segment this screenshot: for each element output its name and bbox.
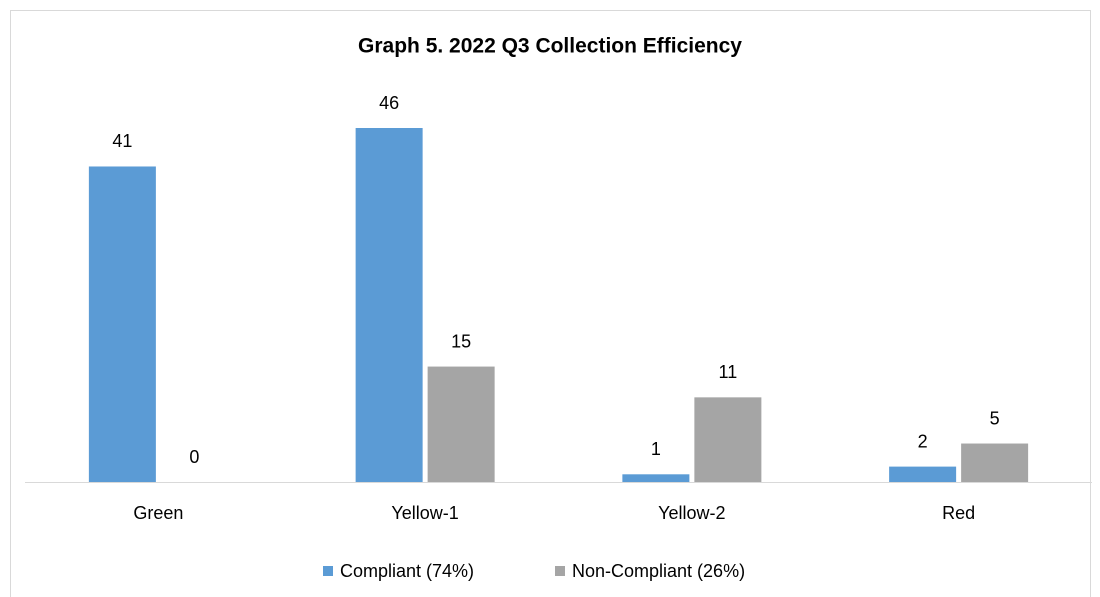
data-label: 41 — [112, 131, 132, 151]
x-tick-label: Green — [133, 503, 183, 523]
data-label: 5 — [990, 408, 1000, 428]
x-tick-label: Red — [942, 503, 975, 523]
x-tick-label: Yellow-2 — [658, 503, 725, 523]
legend-swatch — [555, 566, 565, 576]
data-label: 11 — [719, 362, 738, 382]
bar — [961, 443, 1029, 482]
data-label: 15 — [451, 331, 471, 351]
bar — [622, 474, 690, 482]
data-label: 46 — [379, 93, 399, 113]
data-label: 0 — [189, 447, 199, 467]
data-label: 1 — [651, 439, 661, 459]
chart-frame — [10, 10, 1091, 597]
legend-swatch — [323, 566, 333, 576]
bar — [694, 397, 762, 482]
data-label: 2 — [918, 431, 928, 451]
bar — [427, 366, 495, 482]
chart-title: Graph 5. 2022 Q3 Collection Efficiency — [358, 35, 742, 58]
bar — [88, 166, 156, 482]
bar — [355, 128, 423, 482]
legend-label: Non-Compliant (26%) — [572, 561, 745, 581]
legend-label: Compliant (74%) — [340, 561, 474, 581]
x-tick-label: Yellow-1 — [391, 503, 458, 523]
bar — [889, 466, 957, 482]
